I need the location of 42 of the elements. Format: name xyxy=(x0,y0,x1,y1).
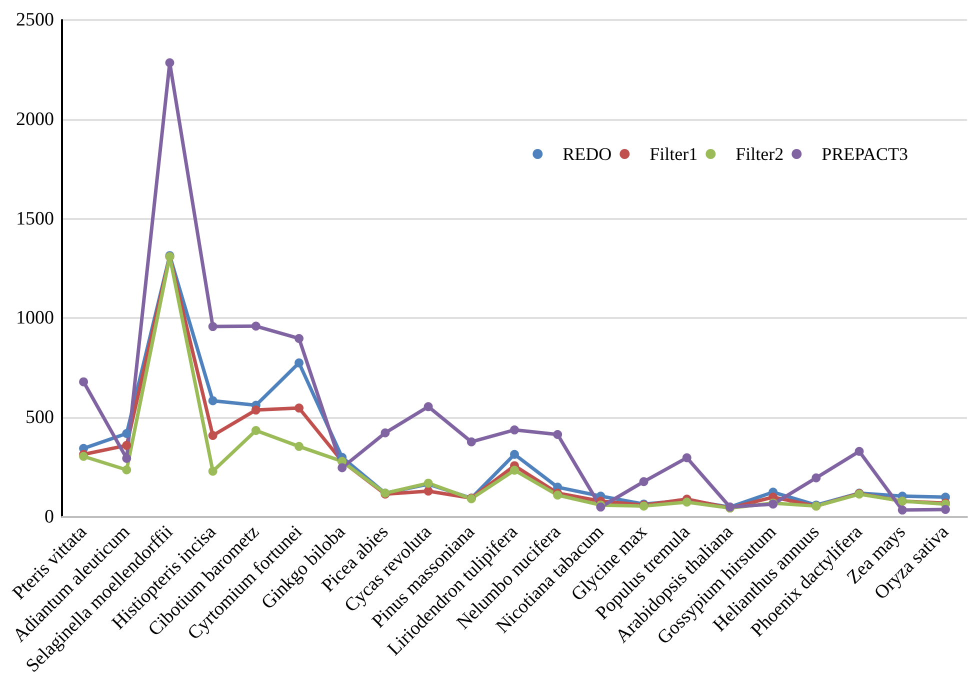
point xyxy=(639,477,648,486)
y-tick-label: 2500 xyxy=(16,10,54,30)
point xyxy=(338,463,347,472)
point xyxy=(165,58,174,68)
point xyxy=(294,358,304,368)
point xyxy=(122,454,132,463)
point xyxy=(553,430,562,439)
y-tick-label: 2000 xyxy=(16,108,54,130)
point xyxy=(424,486,433,496)
point xyxy=(466,437,476,446)
y-tick-label: 1500 xyxy=(16,208,54,230)
point xyxy=(208,322,218,332)
legend-label: Filter1 xyxy=(650,144,698,164)
y-tick-label: 0 xyxy=(44,506,54,528)
point xyxy=(380,428,390,438)
point xyxy=(79,377,88,386)
point xyxy=(208,396,218,406)
point xyxy=(208,430,218,440)
legend-label: PREPACT3 xyxy=(822,144,908,164)
point xyxy=(251,406,260,415)
legend-label: Filter2 xyxy=(736,144,784,164)
point xyxy=(940,504,950,514)
legend-label: REDO xyxy=(562,144,612,164)
point xyxy=(510,450,519,459)
point xyxy=(122,465,132,474)
y-tick-label: 1000 xyxy=(16,308,54,329)
point xyxy=(251,322,260,331)
point xyxy=(251,426,260,436)
point xyxy=(682,453,692,462)
y-tick-label: 500 xyxy=(26,407,54,428)
point xyxy=(424,402,433,412)
point xyxy=(294,334,304,343)
point xyxy=(510,425,519,434)
point xyxy=(122,440,132,450)
point xyxy=(294,442,304,451)
point xyxy=(294,404,304,413)
point xyxy=(122,429,132,438)
point xyxy=(898,506,907,515)
point xyxy=(812,473,821,482)
point xyxy=(208,466,218,476)
point xyxy=(854,446,864,456)
point xyxy=(510,466,519,475)
